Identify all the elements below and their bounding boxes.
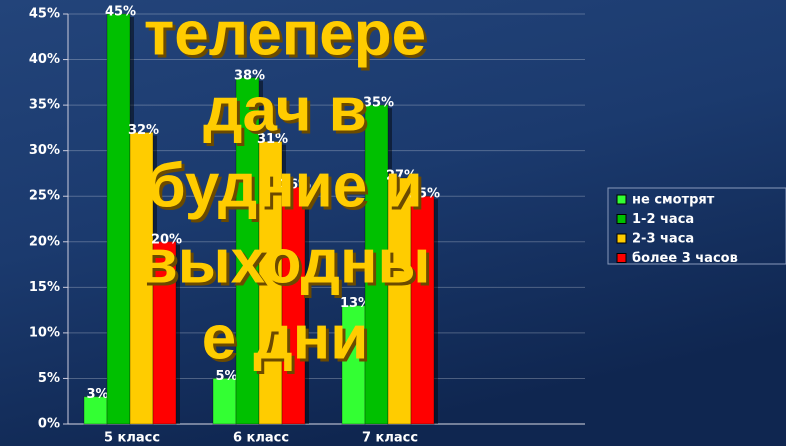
value-label: 3% [86,387,108,402]
title-line: телепере [144,0,426,68]
title-shadow: дач в [206,78,370,147]
bar [281,186,306,425]
bar [212,377,237,425]
bar-side [305,190,309,424]
legend: не смотрят 1-2 часа 2-3 часа более 3 часов [616,193,738,266]
legend-swatch [616,233,627,244]
x-tick-label: 7 класс [362,431,418,446]
bar [152,241,177,425]
legend-swatch [616,194,627,205]
y-tick-label: 20% [29,234,60,249]
value-label: 31% [257,132,288,147]
title-shadow: выходны [143,230,434,299]
y-tick-label: 0% [38,417,60,432]
value-label: 20% [151,232,182,247]
legend-label: 1-2 часа [632,212,694,227]
value-label: 38% [234,68,265,83]
x-tick-label: 6 класс [233,431,289,446]
x-tick-label: 5 класс [104,431,160,446]
legend-label: не смотрят [632,193,715,208]
y-tick-label: 35% [29,98,60,113]
title-line: будние и [147,151,422,220]
y-tick-label: 40% [29,52,60,67]
legend-box [607,187,786,265]
y-tick-label: 25% [29,189,60,204]
y-tick-label: 15% [29,280,60,295]
legend-swatch [616,253,627,263]
legend-label: 2-3 часа [632,232,694,247]
bar-side [176,244,180,424]
bar [410,195,435,425]
value-label: 5% [215,369,237,384]
bar [106,13,131,425]
value-label: 13% [340,296,371,311]
y-tick-label: 10% [29,325,60,340]
value-label: 32% [128,123,159,138]
value-label: 35% [363,96,394,111]
y-tick-label: 45% [29,7,60,22]
value-label: 25% [409,187,440,202]
value-label: 45% [105,5,136,20]
title-shadow: будние и [150,154,425,223]
value-label: 27% [386,169,417,184]
legend-swatch [616,214,627,224]
y-tick-label: 5% [38,371,60,386]
title-line: выходны [140,227,431,296]
plot: 0% 5% 10% 15% 20% 25% 30% 35% 40% 45% 5 класс 3% 45%… [29,5,585,446]
title-shadow: е дни [205,306,372,375]
title-line: дач в [203,75,367,144]
bar-side [434,199,438,424]
title-shadow: телепере [147,2,429,71]
y-tick-label: 30% [29,143,60,158]
legend-label: более 3 часов [632,251,738,266]
value-label: 26% [280,178,311,193]
title-line: е дни [202,303,369,372]
